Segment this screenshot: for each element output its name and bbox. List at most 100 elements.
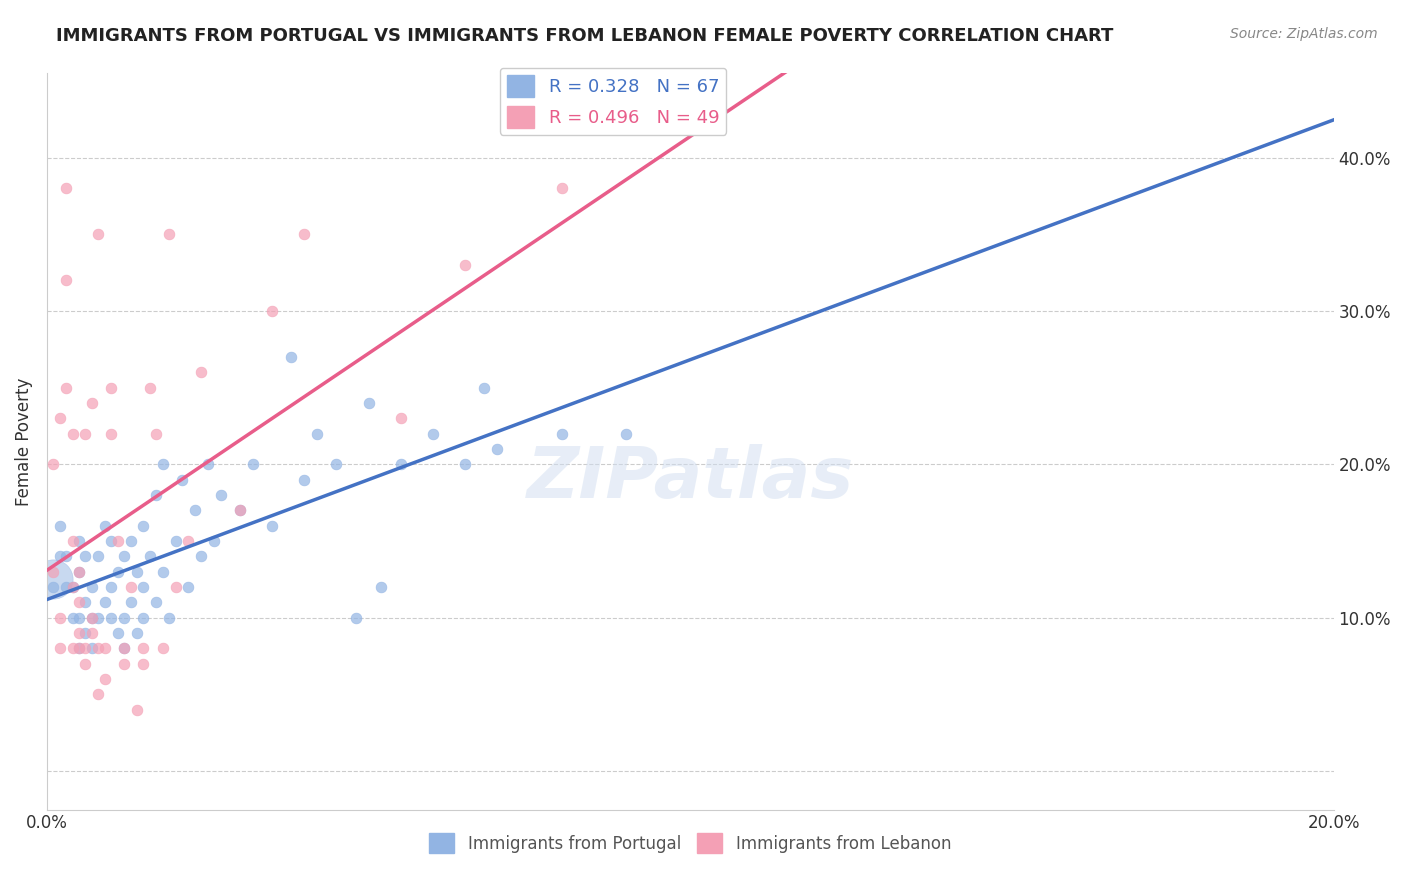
Point [170,473,193,487]
Point [107,626,129,640]
Point [42,458,65,472]
Point [486,442,509,456]
Point [62,426,84,441]
Point [112,611,135,625]
Point [112,657,135,671]
Point [62,534,84,549]
Point [132,641,155,656]
Point [202,534,225,549]
Point [75,549,97,564]
Point [120,580,142,594]
Point [229,503,252,517]
Point [422,426,444,441]
Point [262,304,284,318]
Point [55,273,77,287]
Point [177,534,200,549]
Point [152,458,174,472]
Point [87,611,110,625]
Point [389,458,412,472]
Point [344,611,367,625]
Point [107,534,129,549]
Point [42,580,65,594]
Point [55,549,77,564]
Point [87,688,110,702]
Point [80,396,103,410]
Point [120,595,142,609]
Text: IMMIGRANTS FROM PORTUGAL VS IMMIGRANTS FROM LEBANON FEMALE POVERTY CORRELATION C: IMMIGRANTS FROM PORTUGAL VS IMMIGRANTS F… [56,27,1114,45]
Point [94,518,117,533]
Point [157,611,180,625]
Point [42,573,65,587]
Point [100,426,122,441]
Point [94,672,117,686]
Text: Source: ZipAtlas.com: Source: ZipAtlas.com [1230,27,1378,41]
Point [42,565,65,579]
Point [125,626,148,640]
Point [87,549,110,564]
Point [550,426,572,441]
Point [132,657,155,671]
Point [75,426,97,441]
Point [292,227,315,242]
Point [292,473,315,487]
Point [49,411,72,425]
Point [280,350,302,364]
Point [62,580,84,594]
Point [94,595,117,609]
Point [454,258,477,272]
Point [197,458,219,472]
Point [112,641,135,656]
Point [55,181,77,195]
Point [112,549,135,564]
Point [145,426,167,441]
Point [100,534,122,549]
Point [152,641,174,656]
Point [550,181,572,195]
Text: ZIPatlas: ZIPatlas [527,443,853,513]
Y-axis label: Female Poverty: Female Poverty [15,377,32,506]
Point [157,227,180,242]
Point [62,580,84,594]
Legend: R = 0.328   N = 67, R = 0.496   N = 49: R = 0.328 N = 67, R = 0.496 N = 49 [499,68,727,135]
Point [165,534,187,549]
Point [190,549,212,564]
Point [325,458,347,472]
Point [62,641,84,656]
Point [80,580,103,594]
Point [125,703,148,717]
Point [67,565,90,579]
Point [49,518,72,533]
Point [49,549,72,564]
Point [100,611,122,625]
Point [389,411,412,425]
Point [75,595,97,609]
Point [190,365,212,379]
Point [474,381,496,395]
Point [165,580,187,594]
Point [67,595,90,609]
Point [87,641,110,656]
Point [100,381,122,395]
Point [132,518,155,533]
Point [67,534,90,549]
Point [112,641,135,656]
Point [242,458,264,472]
Point [75,641,97,656]
Point [75,626,97,640]
Point [62,611,84,625]
Point [49,611,72,625]
Point [132,580,155,594]
Point [370,580,392,594]
Point [307,426,329,441]
Point [139,381,162,395]
Point [177,580,200,594]
Point [55,580,77,594]
Point [49,641,72,656]
Point [145,595,167,609]
Point [229,503,252,517]
Point [145,488,167,502]
Point [100,580,122,594]
Point [67,565,90,579]
Point [67,611,90,625]
Point [120,534,142,549]
